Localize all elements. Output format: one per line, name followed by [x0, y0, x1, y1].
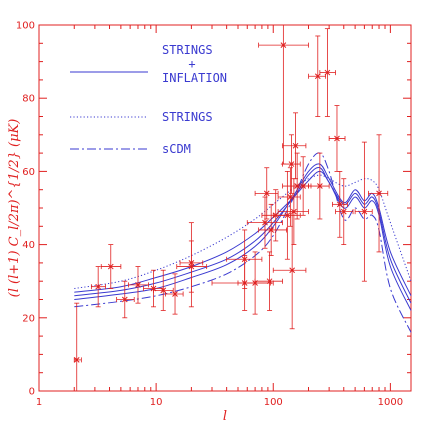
y-tick-label: 20	[22, 313, 35, 324]
series-line-dashdot-4	[74, 152, 412, 333]
legend-label: sCDM	[162, 142, 191, 156]
data-marker	[284, 212, 291, 219]
data-point	[272, 211, 307, 330]
x-tick-label: 10	[150, 397, 163, 408]
legend-label: STRINGS	[162, 43, 213, 57]
data-marker	[376, 190, 382, 197]
data-point	[164, 273, 184, 315]
data-point	[254, 251, 283, 311]
legend-label: +	[188, 57, 195, 71]
data-point	[282, 134, 301, 194]
data-marker	[268, 227, 275, 233]
data-point	[100, 244, 122, 289]
data-marker	[188, 260, 195, 266]
data-point	[258, 24, 309, 165]
series-line-solid-2	[74, 163, 412, 300]
x-axis-label: l	[223, 409, 227, 424]
data-marker	[336, 201, 343, 208]
data-point	[73, 302, 82, 392]
series-line-solid-1	[74, 166, 412, 304]
data-marker	[263, 190, 270, 197]
x-tick-label: 1000	[378, 397, 403, 408]
y-tick-label: 80	[22, 94, 35, 105]
y-tick-label: 60	[22, 167, 35, 178]
y-tick-label: 0	[29, 387, 35, 398]
data-point	[282, 112, 307, 180]
y-axis-label: (l (l+1) C_l/2π)^{1/2} (μK)	[7, 119, 22, 298]
legend-label: INFLATION	[162, 71, 227, 85]
data-marker	[280, 42, 287, 48]
x-tick-label: 1	[36, 397, 42, 408]
data-marker	[292, 142, 299, 149]
theory-curves	[74, 152, 412, 333]
data-marker	[291, 208, 297, 215]
data-point	[258, 203, 287, 256]
data-marker	[121, 296, 128, 303]
data-point	[308, 35, 327, 117]
data-point	[368, 134, 389, 253]
data-marker	[361, 208, 368, 215]
data-marker	[135, 282, 141, 288]
data-marker	[107, 263, 114, 270]
y-tick-label: 40	[22, 240, 35, 251]
data-point	[319, 28, 336, 117]
data-point	[128, 266, 149, 304]
data-point	[308, 152, 330, 220]
data-marker	[73, 357, 80, 363]
data-point	[354, 141, 373, 282]
data-marker	[314, 73, 321, 80]
data-point	[277, 178, 309, 246]
series-line-solid-0	[74, 170, 412, 311]
data-point	[116, 280, 135, 319]
x-tick-label: 100	[264, 397, 283, 408]
data-point	[328, 105, 346, 172]
data-marker	[172, 291, 178, 297]
data-marker	[95, 283, 102, 290]
data-marker	[288, 161, 295, 167]
data-point	[226, 229, 263, 289]
data-point	[179, 222, 204, 308]
data-marker	[262, 219, 268, 226]
data-marker	[340, 208, 347, 215]
data-marker	[287, 194, 294, 200]
x-axis: 1 10 100 1000	[36, 25, 403, 408]
data-marker	[324, 69, 331, 76]
data-marker	[334, 135, 340, 142]
data-point	[90, 266, 106, 308]
data-marker	[300, 183, 307, 189]
data-point	[332, 170, 348, 238]
y-axis: 0 20 40 60 80 100	[16, 21, 411, 398]
data-point	[254, 167, 279, 220]
data-point	[335, 178, 354, 246]
y-tick-label: 100	[16, 21, 35, 32]
series-line-dotted-3	[74, 174, 412, 289]
data-marker	[241, 256, 248, 263]
data-marker	[160, 287, 167, 294]
data-points	[73, 24, 389, 392]
data-marker	[289, 267, 296, 274]
legend-label: STRINGS	[162, 110, 213, 124]
data-marker	[266, 278, 273, 285]
data-marker	[317, 183, 323, 189]
data-point	[153, 269, 174, 311]
data-point	[246, 196, 283, 249]
